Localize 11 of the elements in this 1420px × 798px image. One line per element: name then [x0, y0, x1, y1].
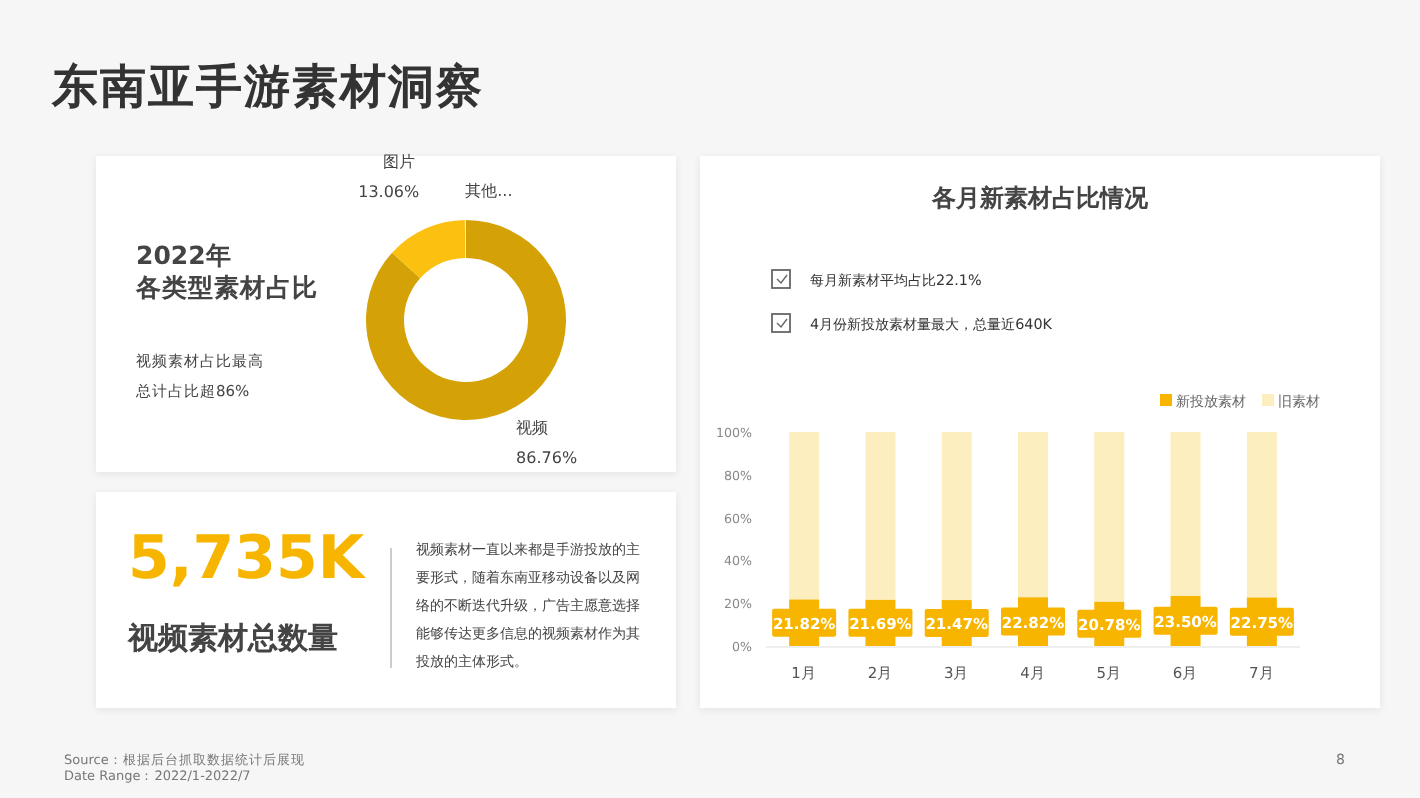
text: 各类型素材占比 [136, 272, 318, 304]
text: 视频素材总数量 [128, 620, 338, 658]
data-label: 86.76% [516, 449, 578, 468]
text: 2022年 [136, 240, 232, 272]
data-label: 13.06% [358, 182, 421, 201]
chart-title: 各月新素材占比情况 [930, 182, 1150, 216]
text: 5,735K [128, 524, 365, 594]
text: 东南亚手游素材洞察 [52, 60, 484, 118]
slice-label: 图片 [383, 152, 416, 171]
slice-label: 视频 [516, 419, 549, 438]
slice-label: 其他... [465, 182, 513, 200]
